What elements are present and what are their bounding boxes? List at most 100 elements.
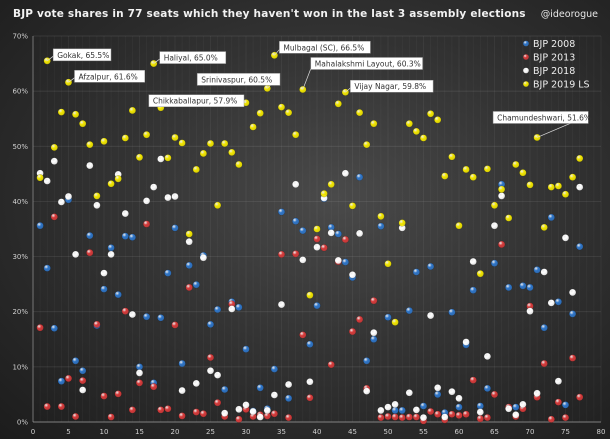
- point-bjp-2018: [100, 269, 108, 277]
- point-bjp-2013: [476, 415, 484, 423]
- point-bjp-2008: [540, 324, 548, 332]
- point-bjp-2008: [221, 385, 229, 394]
- point-bjp-2018: [405, 389, 413, 397]
- x-tick-label: 75: [561, 428, 570, 436]
- point-bjp-2018: [143, 197, 151, 205]
- point-bjp-2013: [43, 402, 51, 411]
- x-tick-label: 45: [348, 428, 357, 436]
- point-bjp-2008: [356, 173, 364, 181]
- annotation-text: Srinivaspur, 60.5%: [201, 75, 272, 84]
- point-bjp-2019-ls: [441, 172, 449, 180]
- point-bjp-2008: [100, 285, 108, 293]
- point-bjp-2013: [292, 250, 300, 258]
- legend-marker: [523, 40, 529, 47]
- point-bjp-2018: [128, 310, 137, 319]
- point-bjp-2008: [455, 403, 463, 411]
- point-bjp-2018: [363, 387, 371, 395]
- point-bjp-2008: [277, 208, 286, 216]
- point-bjp-2008: [370, 335, 378, 343]
- point-bjp-2019-ls: [199, 149, 208, 158]
- annotation-text: Haliyal, 65.0%: [164, 54, 218, 63]
- point-bjp-2018: [43, 177, 51, 185]
- point-bjp-2013: [306, 394, 314, 402]
- point-bjp-2018: [476, 408, 484, 416]
- point-bjp-2019-ls: [561, 190, 570, 198]
- point-bjp-2019-ls: [568, 173, 577, 181]
- point-bjp-2013: [483, 413, 492, 422]
- point-bjp-2008: [412, 268, 421, 276]
- point-bjp-2018: [214, 371, 222, 379]
- point-bjp-2013: [235, 415, 243, 423]
- point-bjp-2013: [384, 412, 392, 421]
- point-bjp-2018: [228, 305, 236, 313]
- point-bjp-2013: [135, 379, 144, 387]
- x-tick-label: 25: [206, 428, 215, 436]
- point-bjp-2019-ls: [86, 141, 94, 149]
- point-bjp-2008: [377, 222, 385, 230]
- point-bjp-2018: [434, 384, 442, 392]
- point-bjp-2018: [121, 209, 129, 218]
- y-tick-label: 40%: [12, 198, 28, 206]
- point-bjp-2019-ls: [356, 109, 364, 117]
- point-bjp-2019-ls: [100, 137, 108, 145]
- point-bjp-2018: [256, 413, 264, 421]
- point-bjp-2019-ls: [512, 160, 520, 169]
- legend-marker: [523, 54, 529, 60]
- point-bjp-2019-ls: [462, 165, 470, 174]
- point-bjp-2019-ls: [505, 214, 513, 222]
- point-bjp-2019-ls: [79, 120, 87, 128]
- point-bjp-2019-ls: [214, 201, 222, 209]
- point-bjp-2018: [64, 192, 73, 201]
- point-bjp-2008: [164, 269, 172, 277]
- point-bjp-2013: [554, 398, 563, 406]
- point-bjp-2019-ls: [370, 120, 378, 128]
- point-bjp-2019-ls: [576, 154, 584, 163]
- point-bjp-2018: [71, 250, 80, 258]
- point-bjp-2019-ls: [206, 139, 215, 148]
- point-bjp-2013: [490, 390, 499, 399]
- annotation-text: Gokak, 65.5%: [57, 51, 109, 60]
- y-tick-label: 0%: [17, 419, 28, 427]
- point-bjp-2008: [363, 357, 371, 365]
- point-bjp-2008: [157, 314, 165, 322]
- point-bjp-2013: [285, 413, 293, 422]
- point-bjp-2018: [483, 352, 492, 360]
- point-bjp-2019-ls: [547, 183, 555, 191]
- point-bjp-2018: [519, 400, 527, 408]
- point-bjp-2013: [561, 413, 570, 422]
- legend-marker: [523, 67, 529, 74]
- point-bjp-2018: [547, 299, 555, 307]
- point-bjp-2019-ls: [285, 109, 293, 117]
- point-bjp-2008: [476, 402, 484, 410]
- annotation-text: Mulbagal (SC), 66.5%: [283, 43, 364, 52]
- point-bjp-2018: [313, 243, 321, 251]
- point-bjp-2008: [505, 283, 513, 292]
- point-bjp-2008: [391, 406, 399, 415]
- point-bjp-2013: [391, 413, 399, 421]
- point-bjp-2008: [576, 243, 584, 251]
- point-bjp-2013: [277, 250, 286, 258]
- point-bjp-2008: [398, 406, 406, 415]
- point-bjp-2008: [526, 283, 534, 292]
- point-bjp-2008: [206, 320, 215, 328]
- point-bjp-2008: [185, 261, 193, 269]
- y-tick-label: 60%: [12, 88, 28, 96]
- point-bjp-2008: [313, 302, 321, 310]
- point-bjp-2018: [79, 386, 87, 394]
- point-bjp-2008: [568, 310, 577, 318]
- author-handle: @ideorogue: [540, 9, 598, 20]
- point-bjp-2018: [341, 169, 350, 177]
- point-bjp-2013: [93, 320, 101, 328]
- annotations: Gokak, 65.5% Afzalpur, 61.6% Haliyal, 65.0…: [46, 41, 591, 138]
- y-tick-label: 50%: [12, 143, 28, 151]
- legend-label: BJP 2019 LS: [533, 80, 590, 91]
- x-tick-label: 35: [277, 428, 286, 436]
- point-bjp-2018: [235, 405, 243, 413]
- x-tick-label: 70: [526, 428, 535, 436]
- point-bjp-2018: [533, 389, 541, 397]
- point-bjp-2013: [547, 415, 555, 423]
- point-bjp-2008: [285, 394, 293, 402]
- point-bjp-2019-ls: [490, 201, 499, 209]
- point-bjp-2019-ls: [363, 141, 371, 149]
- point-bjp-2019-ls: [178, 139, 186, 147]
